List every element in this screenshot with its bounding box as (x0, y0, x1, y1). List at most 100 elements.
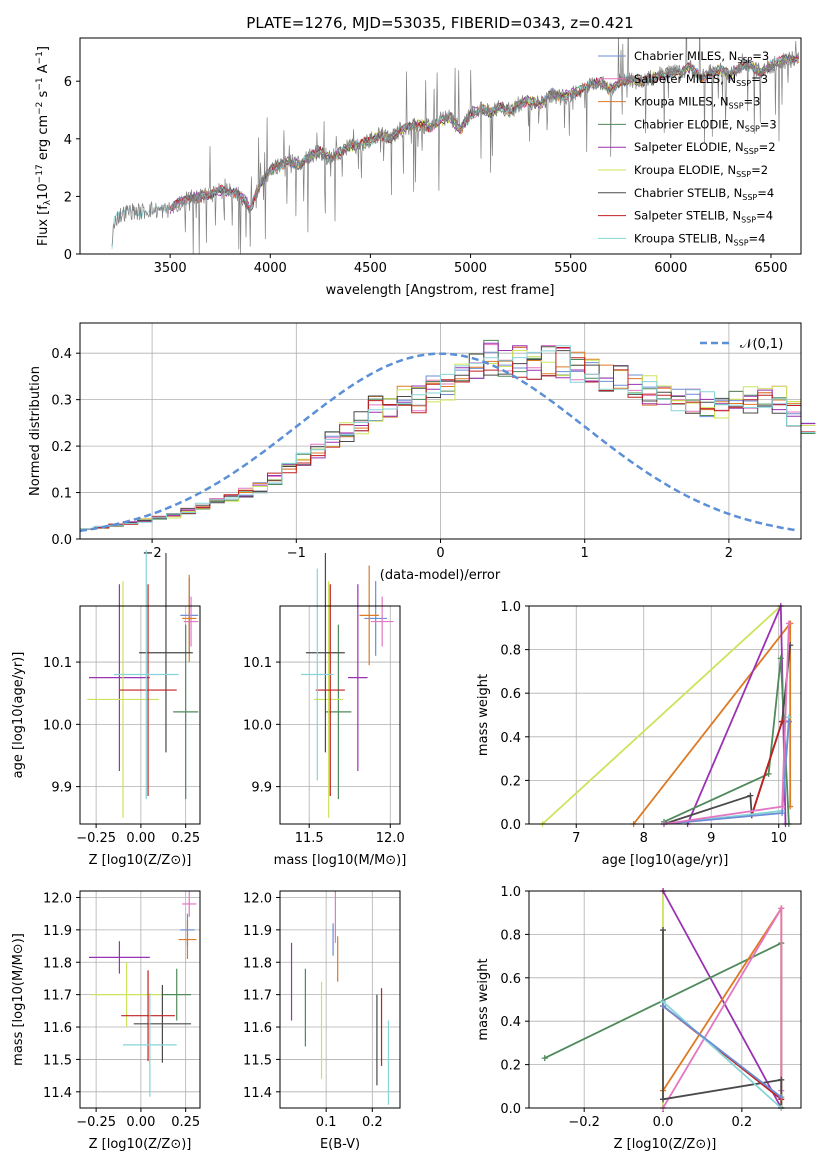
plot-frame (279, 890, 401, 1109)
legend-label-sub: SSP (741, 216, 756, 225)
x-tick-label: 4000 (254, 261, 287, 276)
y-axis-label: Normed distribution (28, 366, 43, 496)
legend-label: Salpeter ELODIE, NSSP=2 (634, 140, 776, 156)
observed-spectrum-line (111, 38, 800, 254)
mass-weight-vs-metallicity-plot: −0.2 0.0 0.2 0.0 0.2 0.4 0.6 0.8 1.0 Z [log10(Z/Z… (476, 885, 802, 1152)
x-axis-label: E(B-V) (320, 1137, 360, 1152)
x-tick-label: −2 (143, 546, 162, 561)
legend-label-main: Chabrier ELODIE, N (634, 117, 745, 131)
weight-line (662, 1005, 782, 1098)
x-tick-label: 4500 (354, 261, 387, 276)
weight-marker (660, 1096, 667, 1103)
y-axis-label-part: −1 (35, 51, 45, 64)
legend-label: Kroupa ELODIE, NSSP=2 (634, 163, 768, 179)
y-tick-label: 0.2 (51, 440, 72, 455)
legend-label-tail: =3 (751, 72, 768, 86)
y-tick-label: 0.2 (500, 774, 521, 789)
x-tick-label: 9 (707, 831, 715, 846)
x-tick-label: 0.25 (171, 1115, 200, 1130)
y-axis-label-part: −1 (35, 77, 45, 90)
y-tick-label: 11.9 (243, 924, 272, 939)
legend-label-main: Kroupa STELIB, N (634, 231, 734, 245)
legend-label-tail: =4 (757, 186, 774, 200)
y-tick-label: 0.8 (500, 644, 521, 659)
x-tick-label: 0.00 (126, 831, 155, 846)
legend-label: Salpeter STELIB, NSSP=4 (634, 209, 773, 225)
y-axis-label-part: s (36, 90, 51, 101)
y-tick-label: 10.1 (243, 656, 272, 671)
plot-frame (79, 605, 201, 825)
x-axis-label: wavelength [Angstrom, rest frame] (326, 283, 555, 298)
legend-label-tail: =3 (760, 117, 777, 131)
legend-label-sub: SSP (745, 124, 760, 133)
weight-marker (785, 620, 792, 627)
y-tick-label: 4 (64, 133, 72, 148)
y-tick-label: 11.8 (243, 956, 272, 971)
y-axis-label-part: ] (36, 46, 51, 51)
legend-label-sub: SSP (744, 147, 759, 156)
y-tick-label: 1.0 (500, 600, 521, 615)
legend-label: Chabrier STELIB, NSSP=4 (634, 186, 774, 202)
legend-label-main: Chabrier STELIB, N (634, 186, 742, 200)
legend-label-normal: 𝒩(0,1) (740, 337, 783, 352)
x-tick-label: 3500 (154, 261, 187, 276)
y-axis-label-part: A (36, 64, 51, 77)
y-tick-label: 11.7 (243, 989, 272, 1004)
weight-line (541, 605, 782, 825)
y-tick-label: 0.0 (500, 1102, 521, 1117)
y-tick-label: 9.9 (51, 781, 72, 796)
x-tick-label: 0.00 (126, 1115, 155, 1130)
y-tick-label: 2 (64, 190, 72, 205)
x-tick-label: −0.25 (76, 1115, 116, 1130)
weight-marker (765, 770, 772, 777)
mass-vs-ebv-plot: 0.1 0.2 11.4 11.5 11.6 11.7 11.8 11.9 12.0 E(B-V) (243, 890, 401, 1152)
y-axis-label-part: erg cm (36, 115, 51, 164)
spectrum-plot: PLATE=1276, MJD=53035, FIBERID=0343, z=0… (35, 14, 802, 298)
x-tick-label: 0.2 (732, 1115, 753, 1130)
legend-label-sub: SSP (736, 79, 751, 88)
weight-marker (779, 810, 786, 817)
x-axis-label: Z [log10(Z/Z⊙)] (614, 1137, 717, 1152)
plot-frame (528, 890, 802, 1109)
x-tick-label: −1 (287, 546, 306, 561)
histogram-line (80, 345, 816, 530)
y-tick-label: 11.7 (43, 989, 72, 1004)
residual-histogram: −2 −1 0 1 2 0.0 0.1 0.2 0.3 0.4 (data-model)/erro… (28, 322, 816, 583)
weight-line (662, 930, 783, 1108)
x-axis-label: age [log10(age/yr)] (602, 853, 729, 868)
x-tick-label: 6500 (754, 261, 787, 276)
age-vs-metallicity-plot: −0.25 0.00 0.25 9.9 10.0 10.1 Z [log10(Z/Z⊙)] a… (11, 549, 201, 868)
histogram-line (80, 347, 816, 530)
y-tick-label: 0.2 (500, 1059, 521, 1074)
weight-marker (778, 1076, 785, 1083)
x-tick-label: −0.2 (568, 1115, 600, 1130)
x-axis-label: (data-model)/error (380, 568, 501, 583)
y-tick-label: 0.6 (500, 972, 521, 987)
y-axis-label-part: λ (43, 199, 53, 205)
plot-title: PLATE=1276, MJD=53035, FIBERID=0343, z=0… (246, 14, 633, 32)
y-tick-label: 11.5 (243, 1053, 272, 1068)
legend-label: Salpeter MILES, NSSP=3 (634, 72, 768, 88)
age-vs-mass-plot: 11.5 12.0 9.9 10.0 10.1 mass [log10(M/M⊙)] (243, 553, 406, 868)
weight-marker (777, 655, 784, 662)
x-tick-label: 11.5 (295, 831, 324, 846)
x-tick-label: 5000 (454, 261, 487, 276)
y-tick-label: 0.6 (500, 687, 521, 702)
x-tick-label: 0.0 (653, 1115, 674, 1130)
y-tick-label: 11.8 (43, 956, 72, 971)
weight-marker (779, 718, 786, 725)
y-tick-label: 10.1 (43, 656, 72, 671)
y-axis-label: age [log10(age/yr)] (11, 652, 26, 779)
legend-label-main: Chabrier MILES, N (634, 49, 737, 63)
y-tick-label: 11.9 (43, 924, 72, 939)
legend-label-tail: =4 (749, 231, 766, 245)
histogram-line (80, 346, 816, 530)
legend-label-tail: =3 (744, 95, 761, 109)
y-axis-label-part: 10 (36, 183, 51, 200)
weight-marker (778, 1094, 785, 1101)
legend-label-main: Salpeter MILES, N (634, 72, 736, 86)
y-tick-label: 9.9 (251, 781, 272, 796)
y-tick-label: 10.0 (243, 718, 272, 733)
legend-label-sub: SSP (729, 102, 744, 111)
x-tick-label: 6000 (654, 261, 687, 276)
